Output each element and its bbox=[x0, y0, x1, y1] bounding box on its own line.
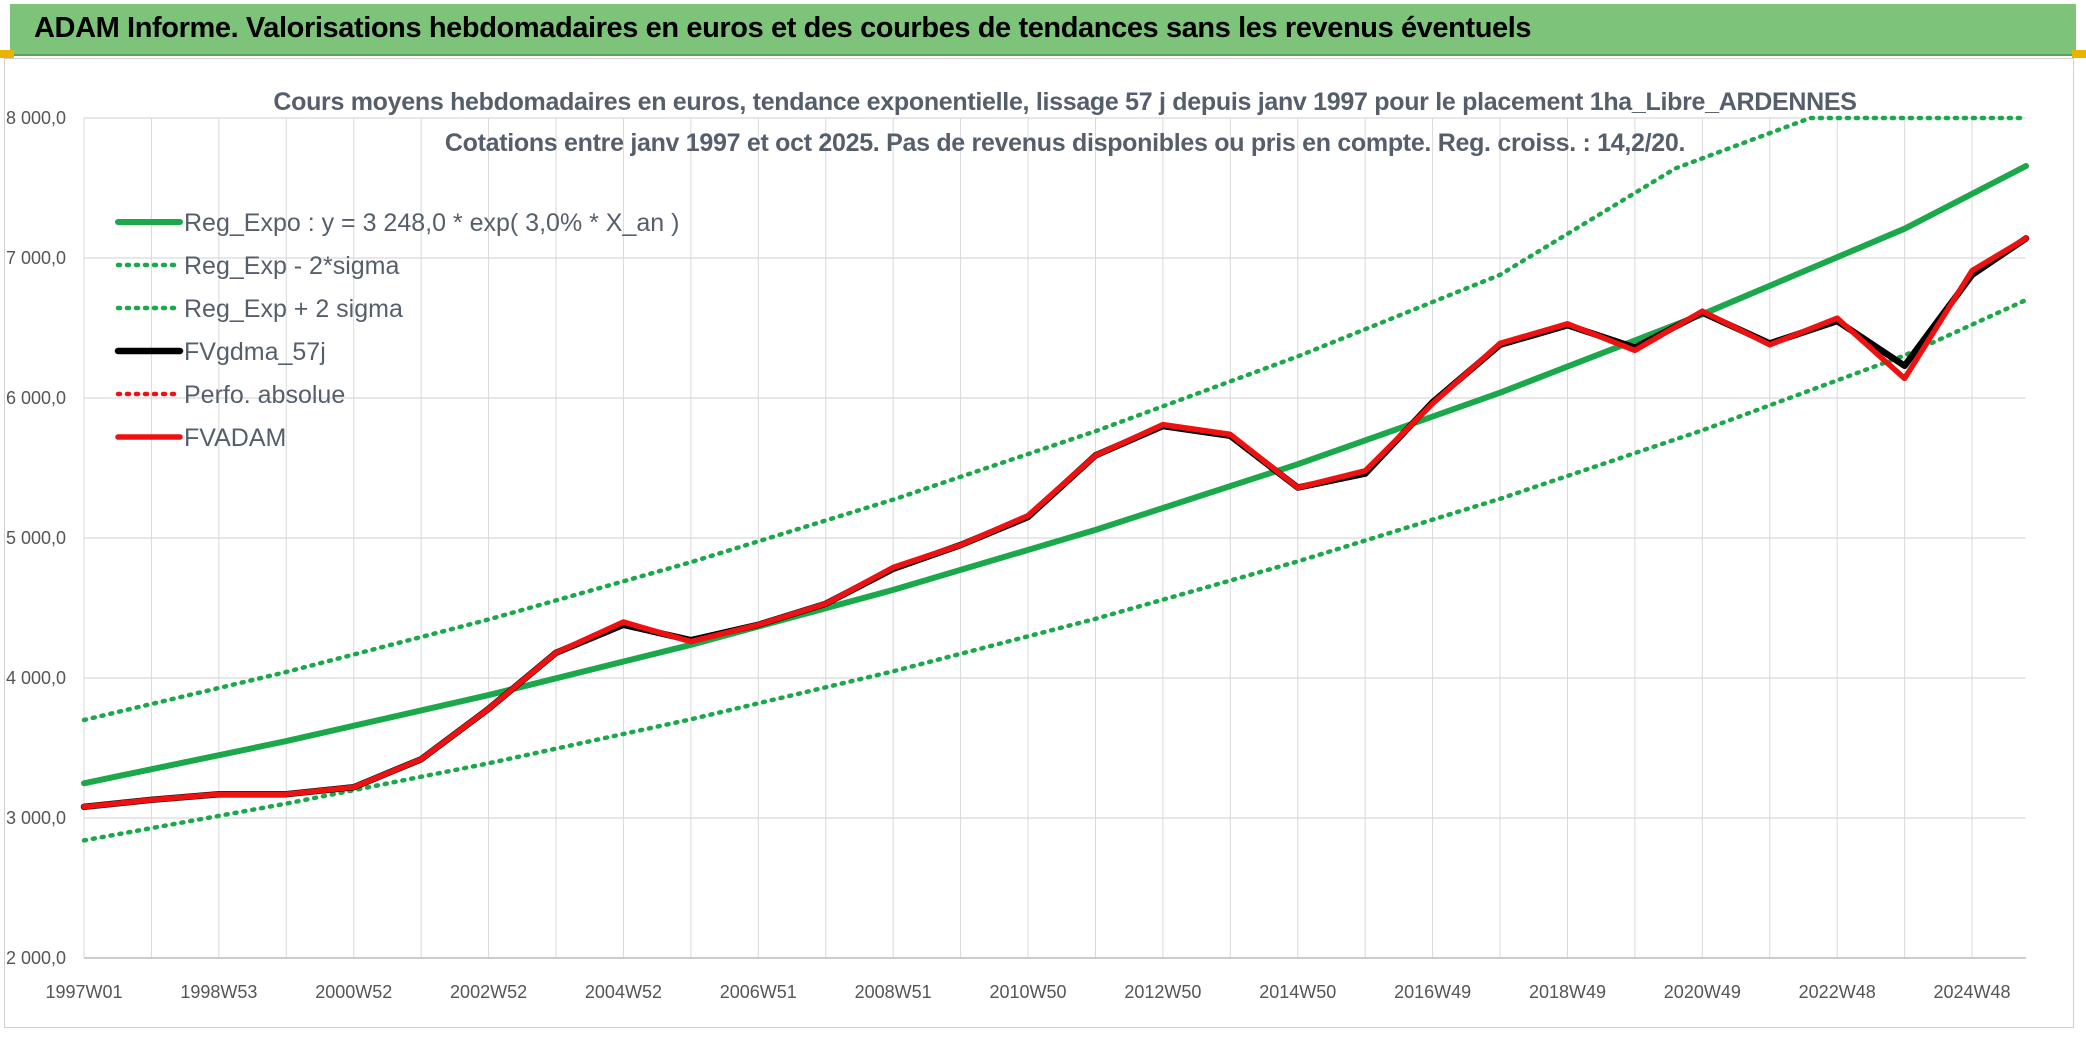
x-tick-label: 2014W50 bbox=[1259, 982, 1336, 1002]
chart-title: Cours moyens hebdomadaires en euros, ten… bbox=[273, 88, 1857, 116]
legend: Reg_Expo : y = 3 248,0 * exp( 3,0% * X_a… bbox=[114, 209, 679, 452]
x-tick-label: 2008W51 bbox=[855, 982, 932, 1002]
y-tick-label: 2 000,0 bbox=[6, 948, 66, 968]
legend-label-4: Perfo. absolue bbox=[184, 381, 345, 409]
axis-layer: 2 000,0 3 000,0 4 000,0 5 000,0 6 000,0 7 000… bbox=[6, 108, 2026, 1002]
report-banner: ADAM Informe. Valorisations hebdomadaire… bbox=[10, 4, 2076, 56]
x-tick-label: 2012W50 bbox=[1124, 982, 1201, 1002]
x-tick-label: 2024W48 bbox=[1934, 982, 2011, 1002]
x-tick-label: 2020W49 bbox=[1664, 982, 1741, 1002]
x-tick-label: 2022W48 bbox=[1799, 982, 1876, 1002]
legend-label-0: Reg_Expo : y = 3 248,0 * exp( 3,0% * X_a… bbox=[184, 209, 679, 237]
y-tick-label: 3 000,0 bbox=[6, 808, 66, 828]
x-tick-label: 2018W49 bbox=[1529, 982, 1606, 1002]
x-tick-label: 1997W01 bbox=[45, 982, 122, 1002]
x-tick-label: 2004W52 bbox=[585, 982, 662, 1002]
x-tick-label: 2010W50 bbox=[989, 982, 1066, 1002]
series-line-5 bbox=[81, 235, 2029, 810]
legend-label-2: Reg_Exp + 2 sigma bbox=[184, 295, 403, 323]
x-tick-label: 1998W53 bbox=[180, 982, 257, 1002]
corner-marker-top-right bbox=[2072, 50, 2086, 58]
y-tick-label: 7 000,0 bbox=[6, 248, 66, 268]
legend-label-1: Reg_Exp - 2*sigma bbox=[184, 252, 399, 280]
series-line-1 bbox=[81, 297, 2029, 843]
y-tick-label: 4 000,0 bbox=[6, 668, 66, 688]
legend-label-5: FVADAM bbox=[184, 424, 286, 452]
series-line-0 bbox=[81, 163, 2029, 787]
series-line-2 bbox=[81, 115, 2029, 723]
grid-layer bbox=[83, 117, 2026, 959]
y-tick-label: 8 000,0 bbox=[6, 108, 66, 128]
corner-marker-top-left bbox=[0, 50, 14, 58]
x-tick-label: 2002W52 bbox=[450, 982, 527, 1002]
series-layer bbox=[80, 115, 2030, 843]
x-tick-label: 2006W51 bbox=[720, 982, 797, 1002]
x-tick-label: 2016W49 bbox=[1394, 982, 1471, 1002]
legend-label-3: FVgdma_57j bbox=[184, 338, 326, 366]
report-title: ADAM Informe. Valorisations hebdomadaire… bbox=[34, 12, 1532, 44]
chart-frame bbox=[4, 58, 2074, 1028]
x-tick-label: 2000W52 bbox=[315, 982, 392, 1002]
y-tick-label: 5 000,0 bbox=[6, 528, 66, 548]
chart-subtitle: Cotations entre janv 1997 et oct 2025. P… bbox=[444, 129, 1686, 157]
y-tick-label: 6 000,0 bbox=[6, 388, 66, 408]
